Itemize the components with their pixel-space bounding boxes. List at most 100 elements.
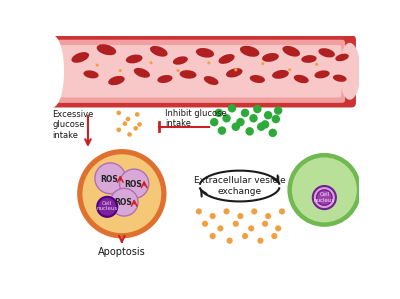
Circle shape bbox=[251, 208, 257, 214]
Ellipse shape bbox=[126, 54, 142, 63]
Circle shape bbox=[261, 62, 264, 65]
Text: Cell
nucleus: Cell nucleus bbox=[314, 192, 335, 203]
Circle shape bbox=[261, 120, 269, 129]
Circle shape bbox=[264, 111, 272, 119]
Ellipse shape bbox=[97, 44, 116, 55]
Circle shape bbox=[237, 213, 244, 219]
Ellipse shape bbox=[41, 35, 64, 107]
Circle shape bbox=[274, 106, 282, 115]
Circle shape bbox=[290, 156, 358, 224]
Circle shape bbox=[97, 197, 117, 217]
Ellipse shape bbox=[150, 46, 168, 57]
Circle shape bbox=[236, 118, 245, 126]
Circle shape bbox=[217, 225, 224, 231]
Ellipse shape bbox=[108, 76, 125, 85]
Ellipse shape bbox=[318, 48, 335, 57]
Circle shape bbox=[95, 163, 126, 194]
Circle shape bbox=[315, 63, 318, 66]
Ellipse shape bbox=[262, 53, 279, 62]
Ellipse shape bbox=[204, 76, 218, 85]
Ellipse shape bbox=[301, 55, 317, 63]
Ellipse shape bbox=[240, 46, 260, 57]
Circle shape bbox=[96, 64, 99, 67]
Circle shape bbox=[119, 69, 122, 72]
Circle shape bbox=[287, 153, 361, 227]
Circle shape bbox=[215, 109, 223, 117]
Text: Apoptosis: Apoptosis bbox=[98, 247, 146, 257]
Circle shape bbox=[279, 208, 285, 214]
Circle shape bbox=[234, 68, 237, 71]
Ellipse shape bbox=[250, 75, 265, 83]
Circle shape bbox=[257, 123, 266, 131]
Circle shape bbox=[210, 118, 218, 126]
Circle shape bbox=[123, 121, 127, 126]
Circle shape bbox=[207, 61, 210, 64]
Circle shape bbox=[265, 213, 271, 219]
Circle shape bbox=[116, 111, 121, 115]
Text: ROS: ROS bbox=[101, 175, 118, 184]
Ellipse shape bbox=[282, 46, 300, 57]
Circle shape bbox=[110, 188, 138, 216]
Ellipse shape bbox=[134, 68, 150, 78]
Circle shape bbox=[248, 225, 254, 231]
Circle shape bbox=[120, 169, 149, 198]
Circle shape bbox=[218, 126, 226, 135]
FancyBboxPatch shape bbox=[54, 40, 345, 103]
Circle shape bbox=[116, 127, 121, 132]
Circle shape bbox=[226, 238, 233, 244]
Ellipse shape bbox=[196, 48, 214, 58]
Circle shape bbox=[150, 61, 153, 64]
Circle shape bbox=[233, 221, 239, 227]
Ellipse shape bbox=[333, 75, 347, 82]
Circle shape bbox=[137, 122, 142, 127]
Ellipse shape bbox=[72, 52, 89, 63]
Ellipse shape bbox=[157, 75, 172, 83]
Circle shape bbox=[202, 221, 208, 227]
Ellipse shape bbox=[84, 70, 99, 78]
Circle shape bbox=[135, 112, 140, 117]
Circle shape bbox=[288, 68, 291, 71]
Circle shape bbox=[262, 221, 268, 227]
Circle shape bbox=[275, 225, 281, 231]
Text: ROS: ROS bbox=[124, 180, 142, 189]
Text: Excessive
glucose
intake: Excessive glucose intake bbox=[52, 110, 94, 140]
Circle shape bbox=[268, 129, 277, 137]
Circle shape bbox=[127, 132, 132, 137]
Ellipse shape bbox=[294, 75, 309, 83]
Circle shape bbox=[317, 190, 332, 205]
Circle shape bbox=[133, 126, 138, 131]
Ellipse shape bbox=[226, 68, 242, 77]
Ellipse shape bbox=[314, 70, 330, 78]
Circle shape bbox=[313, 186, 336, 209]
Circle shape bbox=[246, 127, 254, 135]
Ellipse shape bbox=[339, 43, 360, 100]
Circle shape bbox=[271, 233, 277, 239]
Text: Extracellular vesicle
exchange: Extracellular vesicle exchange bbox=[194, 176, 286, 196]
Ellipse shape bbox=[335, 54, 349, 61]
FancyBboxPatch shape bbox=[58, 45, 341, 97]
Text: ROS: ROS bbox=[114, 199, 132, 208]
Ellipse shape bbox=[180, 70, 196, 79]
Circle shape bbox=[196, 208, 202, 214]
Circle shape bbox=[249, 114, 258, 123]
Circle shape bbox=[210, 233, 216, 239]
Circle shape bbox=[228, 104, 236, 112]
Circle shape bbox=[77, 149, 166, 238]
Circle shape bbox=[232, 123, 240, 131]
Circle shape bbox=[253, 105, 262, 113]
Ellipse shape bbox=[173, 56, 188, 65]
Text: Inhibit glucose
intake: Inhibit glucose intake bbox=[165, 109, 227, 129]
Circle shape bbox=[210, 213, 216, 219]
Circle shape bbox=[81, 153, 163, 234]
Circle shape bbox=[242, 233, 248, 239]
FancyBboxPatch shape bbox=[50, 35, 356, 107]
Circle shape bbox=[126, 117, 130, 121]
Circle shape bbox=[257, 238, 264, 244]
Text: Cell
nucleus: Cell nucleus bbox=[96, 201, 118, 211]
Circle shape bbox=[176, 69, 180, 72]
Ellipse shape bbox=[218, 54, 235, 64]
Ellipse shape bbox=[272, 70, 289, 79]
Circle shape bbox=[272, 115, 280, 123]
Circle shape bbox=[241, 109, 249, 117]
Circle shape bbox=[224, 208, 230, 214]
